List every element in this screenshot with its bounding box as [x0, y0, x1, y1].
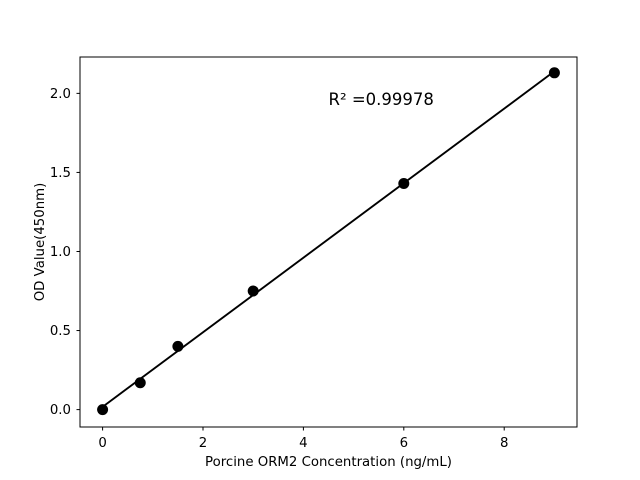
- y-tick-label: 0.0: [50, 403, 71, 418]
- plot-layers: 0 2 4 6 8 0.0 0.5 1.0 1.5 2.0: [50, 56, 578, 451]
- x-tick-label: 6: [400, 436, 408, 451]
- data-point: [97, 404, 109, 416]
- data-point: [398, 177, 410, 189]
- x-tick-label: 0: [98, 436, 106, 451]
- y-axis-label: OD Value(450nm): [33, 183, 48, 302]
- y-tick-label: 1.0: [50, 245, 71, 260]
- y-tick-label: 0.5: [50, 324, 71, 339]
- data-point: [172, 340, 184, 352]
- plot-area: [79, 56, 578, 428]
- x-axis-label: Porcine ORM2 Concentration (ng/mL): [205, 455, 452, 470]
- data-point: [134, 377, 146, 389]
- x-tick-label: 8: [500, 436, 508, 451]
- fit-line: [102, 70, 555, 408]
- data-point: [247, 285, 259, 297]
- y-tick-label: 2.0: [50, 87, 71, 102]
- r-squared-annotation: R² =0.99978: [329, 90, 434, 109]
- y-tick-label: 1.5: [50, 166, 71, 181]
- data-point: [548, 67, 560, 79]
- x-tick-label: 2: [199, 436, 207, 451]
- x-tick-label: 4: [299, 436, 307, 451]
